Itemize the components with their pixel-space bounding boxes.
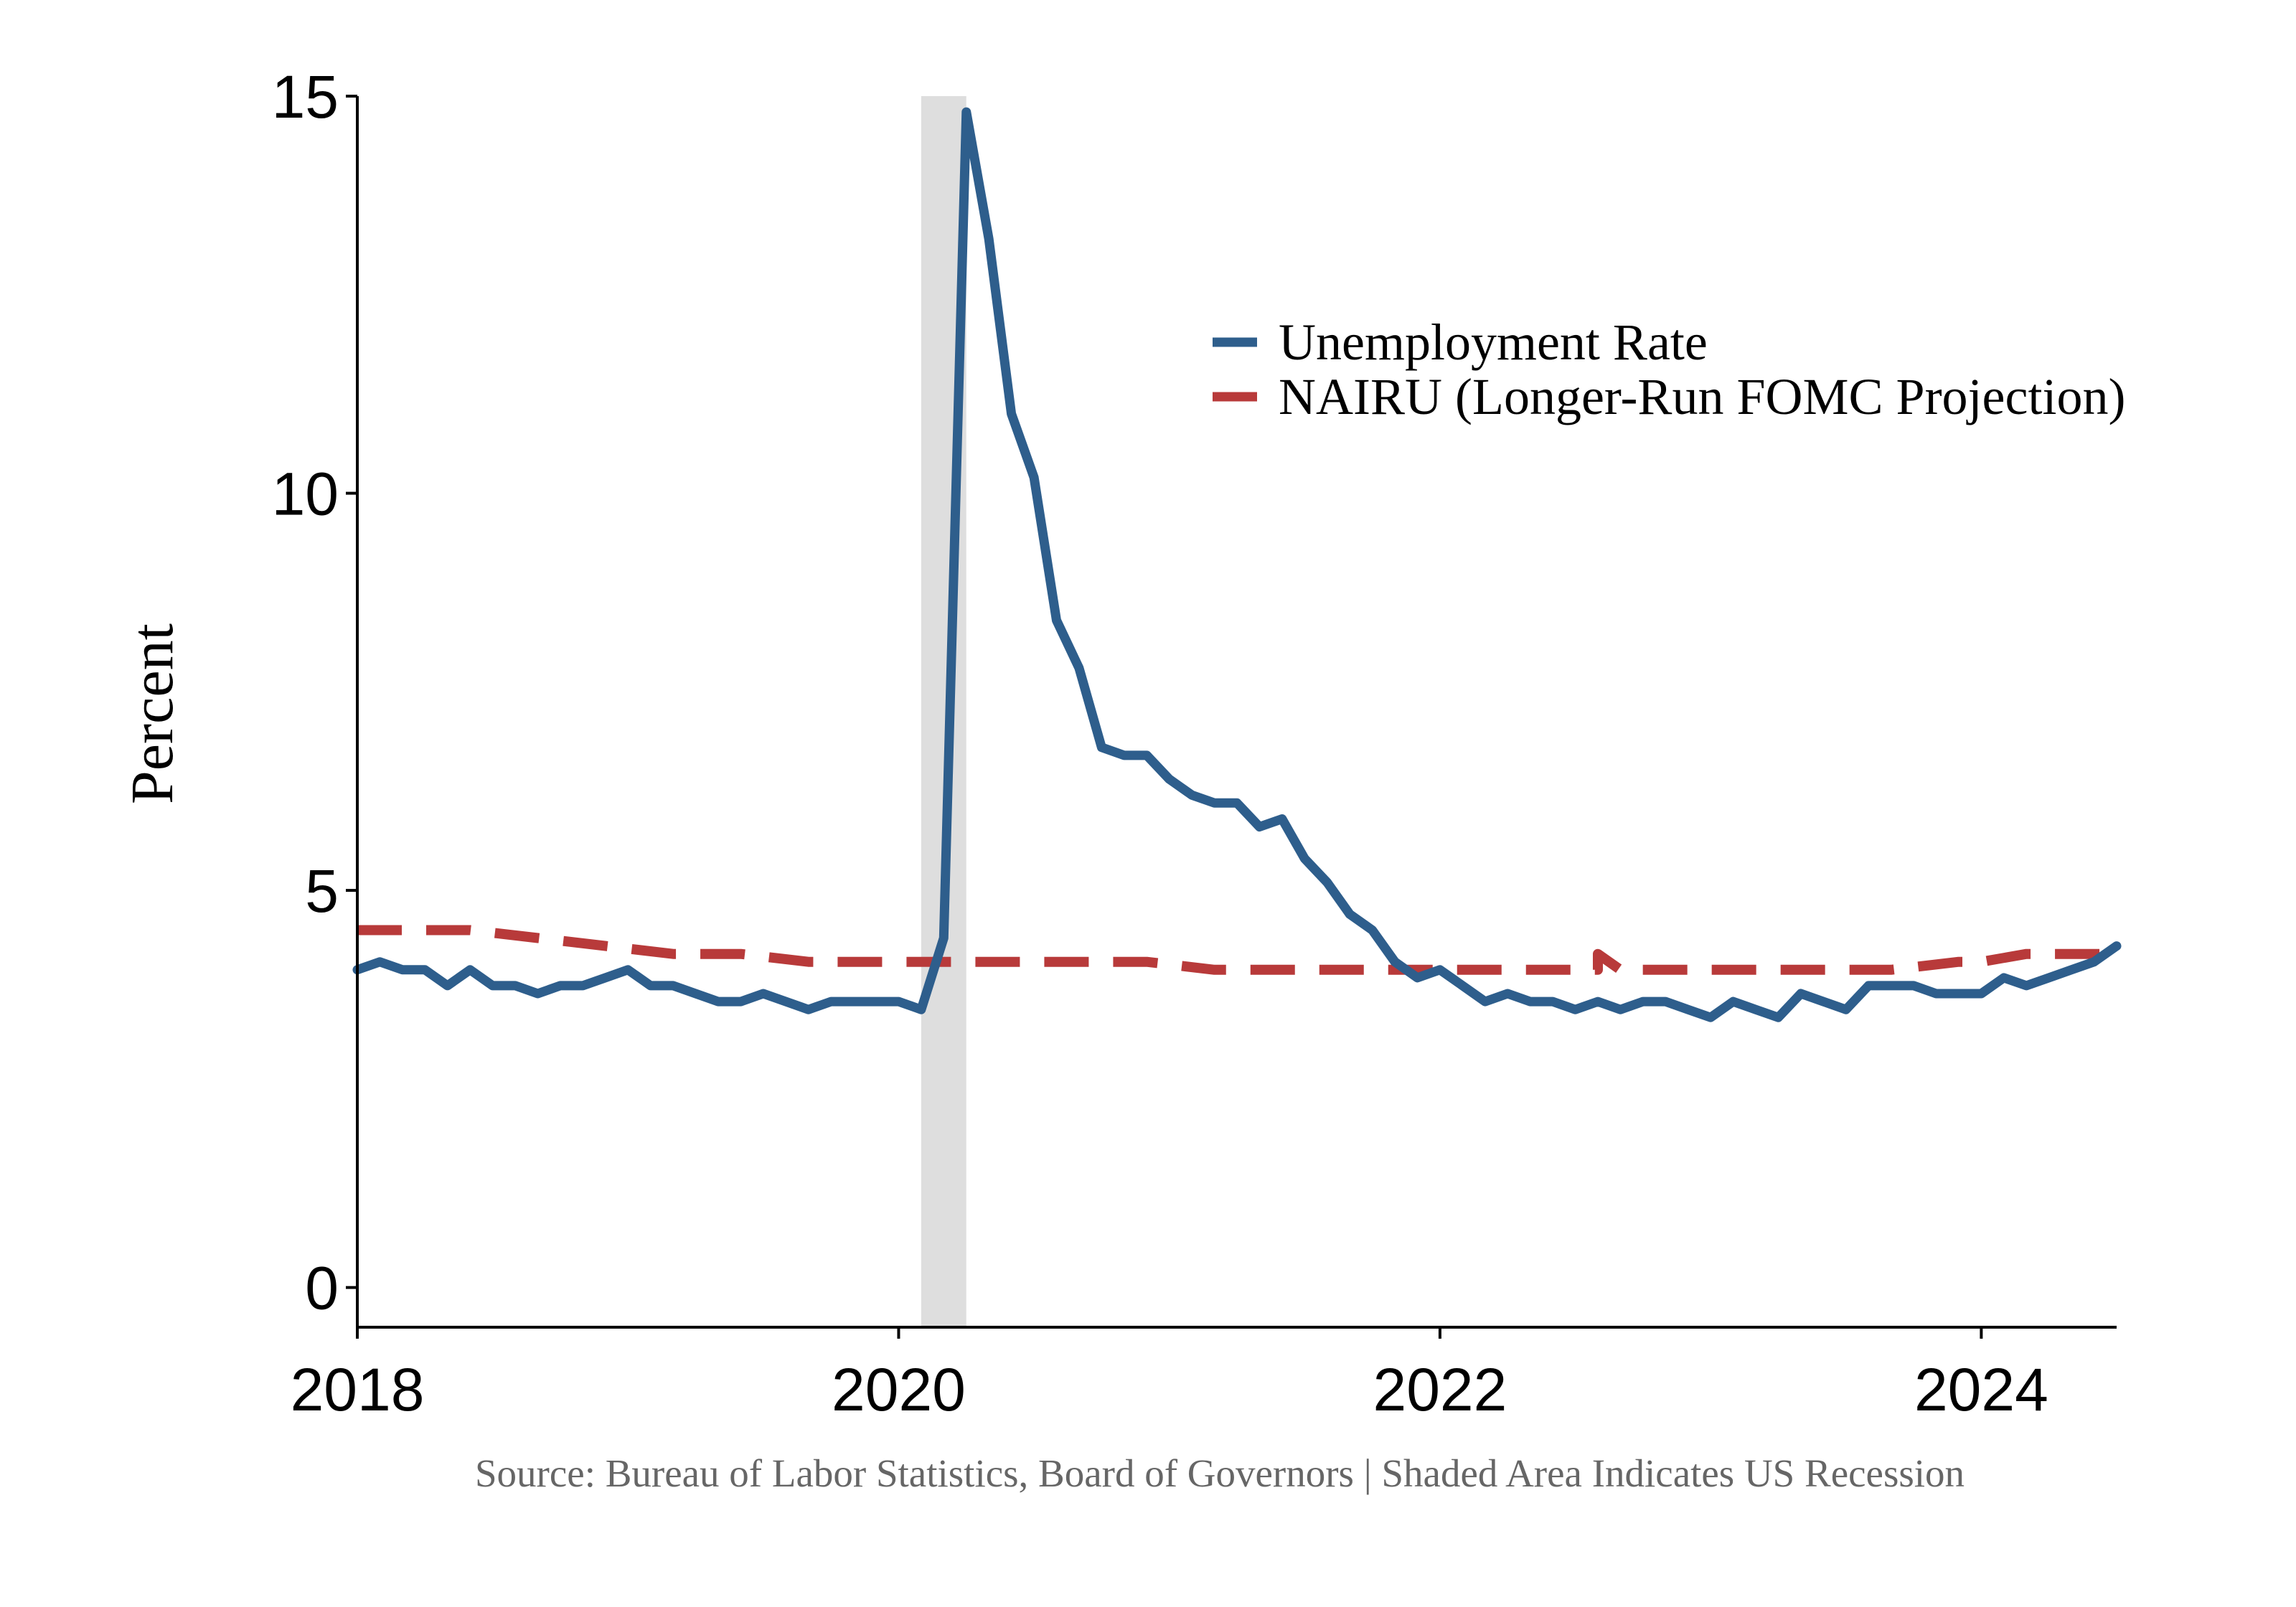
x-tick-label: 2022 [1373,1356,1507,1423]
legend-label-nairu: NAIRU (Longer-Run FOMC Projection) [1279,368,2125,425]
y-tick-label: 0 [305,1255,339,1322]
y-tick-label: 15 [272,63,339,131]
y-tick-label: 5 [305,857,339,925]
y-tick-label: 10 [272,461,339,528]
legend: Unemployment Rate NAIRU (Longer-Run FOMC… [1213,314,2125,425]
x-tick-label: 2018 [291,1356,425,1423]
x-tick-label: 2024 [1914,1356,2048,1423]
series-layer [352,107,2122,1022]
series-unemployment-line [352,107,2122,1022]
legend-label-unemployment: Unemployment Rate [1279,314,1708,371]
ticks-layer: 0 5 10 15 2018 2020 2022 2024 [272,63,2048,1423]
y-axis-title: Percent [119,623,186,804]
series-nairu-line [357,925,2117,975]
source-caption: Source: Bureau of Labor Statistics, Boar… [475,1451,1965,1495]
x-tick-label: 2020 [832,1356,966,1423]
axes-layer [356,96,2117,1329]
